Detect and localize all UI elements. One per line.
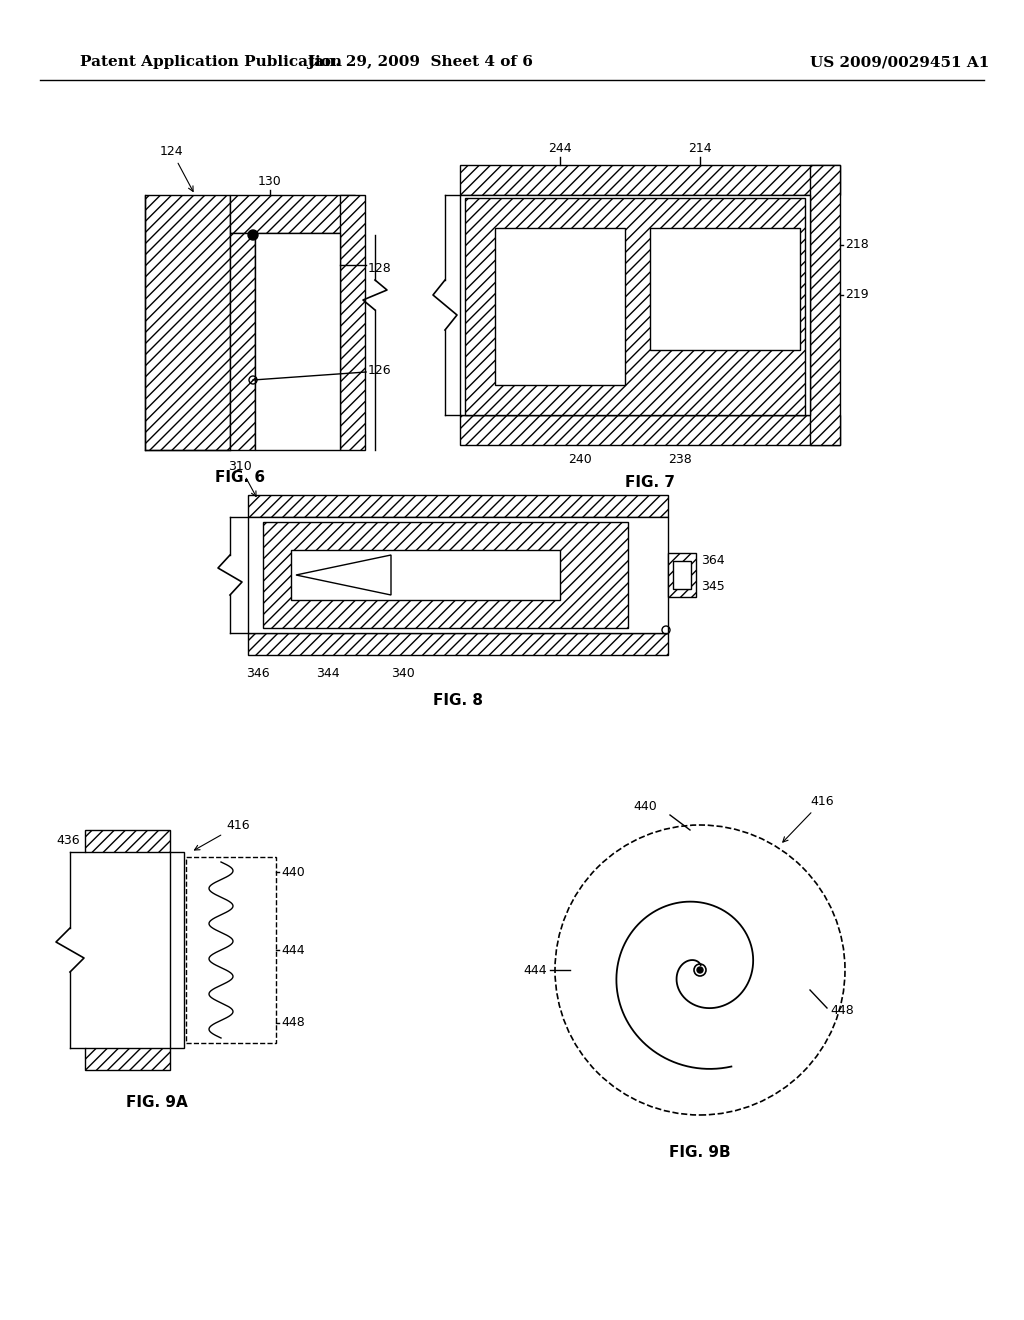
Text: 364: 364 — [701, 554, 725, 568]
Text: 444: 444 — [523, 964, 547, 977]
Polygon shape — [296, 554, 391, 595]
Text: 126: 126 — [368, 363, 391, 376]
Text: 416: 416 — [782, 795, 834, 842]
Circle shape — [697, 968, 703, 973]
Text: FIG. 9B: FIG. 9B — [670, 1144, 731, 1160]
Text: 448: 448 — [830, 1003, 854, 1016]
Bar — [495, 228, 625, 385]
Bar — [85, 1048, 170, 1071]
Text: 346: 346 — [246, 667, 269, 680]
Bar — [460, 165, 840, 195]
Bar — [255, 234, 340, 450]
Text: 240: 240 — [568, 453, 592, 466]
Text: Patent Application Publication: Patent Application Publication — [80, 55, 342, 69]
Bar — [460, 195, 810, 414]
Text: 440: 440 — [633, 800, 656, 813]
Text: 244: 244 — [548, 143, 571, 154]
Bar — [340, 195, 365, 450]
Bar — [263, 521, 628, 628]
Text: 124: 124 — [160, 145, 194, 191]
Text: 436: 436 — [56, 834, 80, 847]
Bar — [248, 634, 668, 655]
Text: FIG. 9A: FIG. 9A — [126, 1096, 187, 1110]
Text: FIG. 6: FIG. 6 — [215, 470, 265, 484]
Text: 344: 344 — [316, 667, 340, 680]
Text: 340: 340 — [391, 667, 415, 680]
Text: 218: 218 — [845, 239, 868, 252]
Text: 440: 440 — [281, 866, 305, 879]
Text: 219: 219 — [845, 289, 868, 301]
Text: FIG. 8: FIG. 8 — [433, 693, 483, 708]
Text: 130: 130 — [258, 176, 282, 187]
Bar — [460, 414, 840, 445]
Bar — [673, 561, 691, 589]
Bar — [248, 495, 668, 517]
Bar — [668, 553, 696, 597]
Text: FIG. 7: FIG. 7 — [625, 475, 675, 490]
Bar — [248, 517, 668, 634]
Bar — [170, 851, 184, 1048]
Bar — [230, 195, 355, 234]
Bar — [291, 550, 560, 601]
Circle shape — [248, 230, 258, 240]
Text: US 2009/0029451 A1: US 2009/0029451 A1 — [810, 55, 989, 69]
Text: 444: 444 — [281, 944, 304, 957]
Text: 214: 214 — [688, 143, 712, 154]
Text: 345: 345 — [701, 581, 725, 594]
Text: 448: 448 — [281, 1016, 305, 1030]
Bar — [810, 165, 840, 445]
Bar — [85, 830, 170, 851]
Text: 128: 128 — [368, 261, 392, 275]
Bar — [465, 198, 805, 414]
Bar — [145, 195, 230, 450]
Text: 238: 238 — [668, 453, 692, 466]
Bar — [650, 228, 800, 350]
Text: Jan. 29, 2009  Sheet 4 of 6: Jan. 29, 2009 Sheet 4 of 6 — [307, 55, 532, 69]
Text: 416: 416 — [195, 818, 250, 850]
Text: 310: 310 — [228, 459, 256, 496]
Bar — [186, 857, 276, 1043]
Bar — [230, 234, 255, 450]
